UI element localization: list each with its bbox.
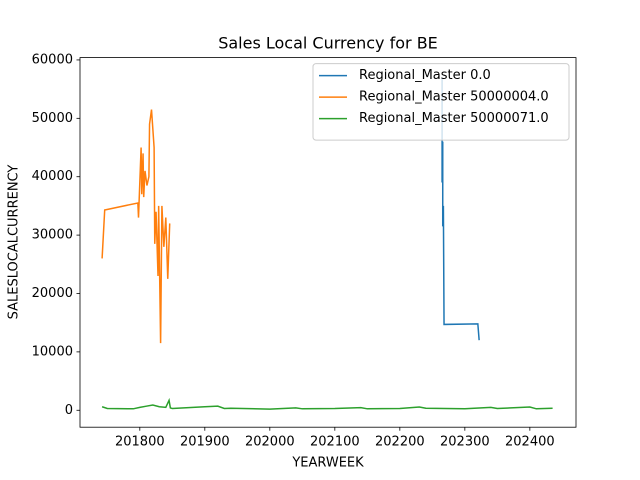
x-tick-label: 202200: [375, 435, 425, 450]
legend-box: [312, 63, 570, 141]
legend-label: Regional_Master 50000071.0: [359, 111, 549, 126]
y-tick-label: 10000: [32, 344, 73, 359]
x-axis-label: YEARWEEK: [291, 456, 364, 471]
y-tick-label: 0: [65, 403, 73, 418]
x-tick-label: 202300: [440, 435, 490, 450]
series-line: [101, 109, 171, 344]
x-tick-label: 202100: [310, 435, 360, 450]
series-line: [101, 397, 553, 410]
x-tick-label: 201800: [115, 435, 165, 450]
x-tick-label: 201900: [180, 435, 230, 450]
y-tick-label: 30000: [32, 228, 73, 243]
y-tick-label: 40000: [32, 169, 73, 184]
chart-title: Sales Local Currency for BE: [218, 34, 438, 53]
x-tick-label: 202000: [245, 435, 295, 450]
legend-label: Regional_Master 0.0: [359, 68, 491, 83]
legend-label: Regional_Master 50000004.0: [359, 90, 549, 105]
axes-frame: [79, 57, 577, 428]
series-line: [441, 77, 480, 341]
x-tick-label: 202400: [505, 435, 555, 450]
y-tick-label: 60000: [32, 52, 73, 67]
y-tick-label: 20000: [32, 286, 73, 301]
y-tick-label: 50000: [32, 111, 73, 126]
y-axis-label: SALESLOCALCURRENCY: [7, 165, 22, 320]
